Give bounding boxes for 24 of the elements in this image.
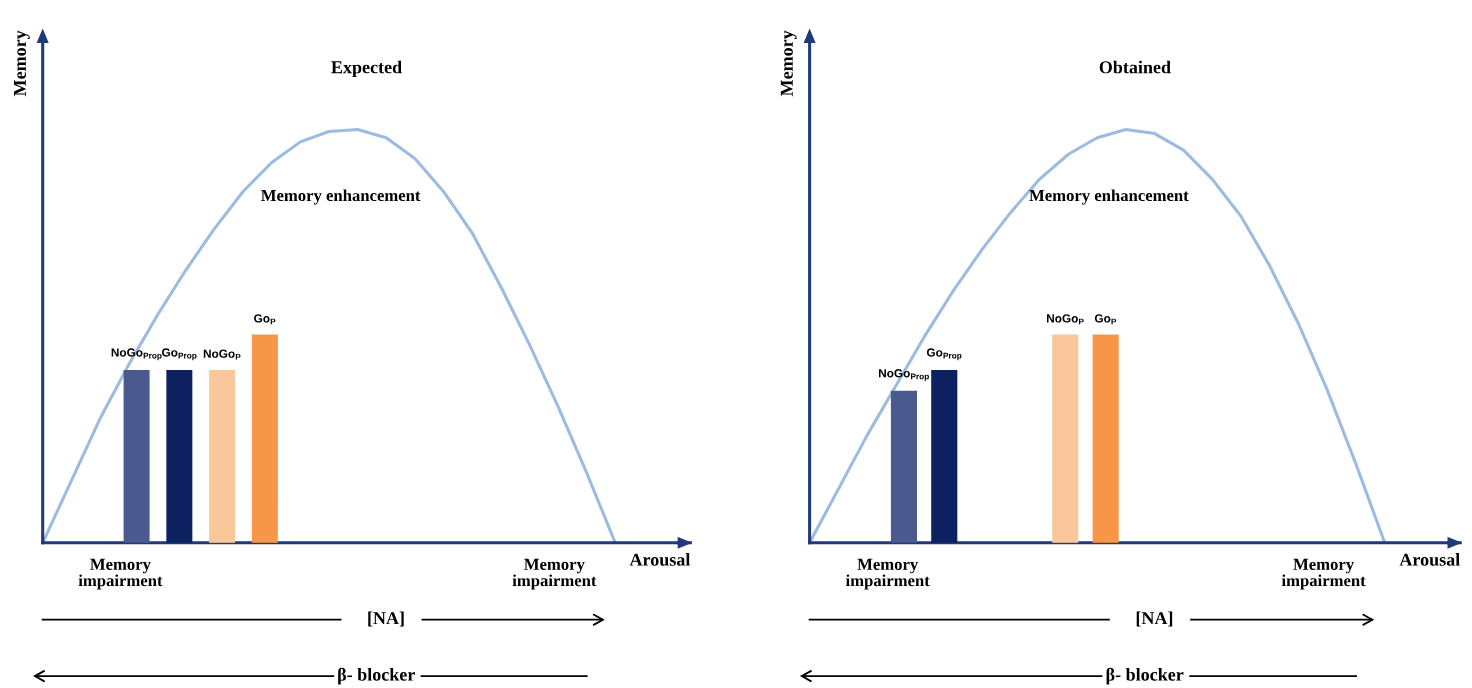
text: [NA]	[1136, 611, 1173, 627]
text: Memory impairment	[1281, 558, 1366, 590]
annotation: Memory enhancement	[1029, 189, 1189, 205]
x-tick-label: NoGo$_{P}$	[203, 349, 241, 360]
x-tick-label: Go$_{P}$	[1094, 314, 1117, 325]
text: Memory impairment	[845, 558, 930, 590]
text: β- blocker	[338, 667, 415, 685]
chart-title: Expected	[331, 60, 402, 78]
x-axis-title: Arousal	[629, 553, 691, 566]
chart-title: Obtained	[1099, 60, 1171, 74]
x-tick-label: Go$_{Prop}$	[926, 348, 962, 361]
x-tick-label: NoGo$_{P}$	[1047, 314, 1084, 325]
text: [NA]	[368, 611, 404, 627]
text: Memory impairment	[512, 558, 597, 590]
annotation: Memory enhancement	[261, 189, 421, 205]
text: β- blocker	[1106, 667, 1184, 685]
x-tick-label: NoGo$_{Prop}$	[878, 369, 929, 381]
x-axis-title: Arousal	[1399, 553, 1460, 566]
x-tick-label: NoGo$_{Prop}$	[111, 348, 162, 361]
x-tick-label: Go$_{P}$	[254, 314, 276, 325]
x-tick-label: Go$_{Prop}$	[162, 348, 197, 361]
y-axis-title: Memory	[780, 30, 797, 97]
text: Memory impairment	[78, 558, 163, 590]
y-axis-title: Memory	[14, 30, 30, 97]
